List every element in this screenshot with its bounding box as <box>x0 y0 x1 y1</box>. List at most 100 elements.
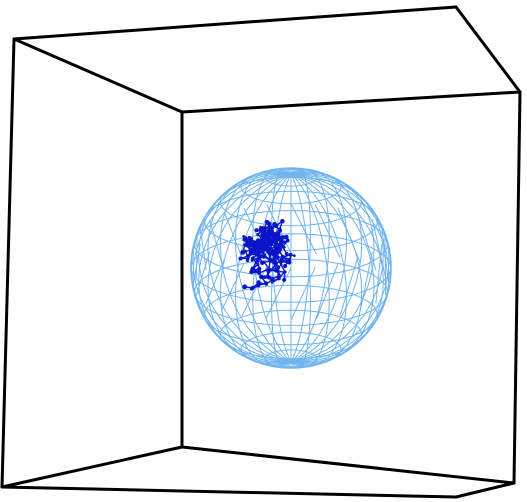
molecule-atom <box>259 250 263 254</box>
box-edge-front-bottom <box>0 485 458 499</box>
molecule-atom <box>247 236 252 240</box>
sphere-longitude-line <box>234 169 348 367</box>
molecule-atom <box>264 243 270 249</box>
molecule-atom <box>275 266 279 270</box>
sphere-longitude-line <box>192 173 390 363</box>
molecule-structure <box>238 218 296 291</box>
molecule-atom <box>278 247 283 252</box>
molecule-atom <box>277 255 280 259</box>
molecule-atom <box>255 238 261 244</box>
molecule-atom <box>261 251 265 255</box>
box-edge-front-top <box>12 5 458 41</box>
molecule-atom <box>254 228 259 233</box>
sphere-mesh-diagonal <box>339 258 358 316</box>
molecule-atom <box>245 253 251 259</box>
molecule-atom <box>268 246 272 251</box>
molecule-atom <box>262 230 266 234</box>
sphere-mesh-diagonal <box>209 219 223 264</box>
molecule-atom <box>279 263 283 267</box>
sphere-longitude-line <box>190 173 392 363</box>
wireframe-sphere <box>190 167 392 369</box>
molecule-atom <box>264 233 269 238</box>
box-edge-diag-top <box>12 37 184 114</box>
sphere-mesh-diagonal <box>290 266 316 321</box>
molecule-atom <box>283 234 289 240</box>
molecule-atom <box>250 268 253 272</box>
molecule-atom <box>269 229 274 233</box>
molecule-atom <box>280 235 285 240</box>
sphere-mesh-diagonal <box>241 266 268 317</box>
sphere-mesh-diagonal <box>315 263 339 320</box>
molecule-atom <box>282 245 286 249</box>
molecule-atom <box>243 236 248 241</box>
molecule-atom <box>250 237 254 240</box>
box-edge-front-left <box>0 37 16 489</box>
molecule-atom <box>256 233 260 236</box>
molecule-atom <box>266 250 270 255</box>
sphere-mesh-diagonal <box>371 219 387 279</box>
sphere-mesh-diagonal <box>221 263 245 311</box>
molecule-atom <box>282 271 286 274</box>
sphere-mesh-diagonal <box>384 235 387 296</box>
sphere-longitude-line <box>207 171 375 365</box>
molecule-atom <box>270 277 275 282</box>
molecule-atom <box>280 218 285 224</box>
molecule-atom <box>248 248 253 252</box>
molecule-atom <box>277 228 283 233</box>
molecule-atom <box>288 261 292 265</box>
molecule-atom <box>272 261 276 265</box>
molecule-atom <box>282 240 286 244</box>
box-edge-front-right <box>454 5 522 94</box>
sphere-mesh-diagonal <box>199 227 207 270</box>
molecule-atom <box>243 249 247 253</box>
molecule-atom <box>265 238 269 243</box>
molecule-atom <box>262 237 266 241</box>
sphere-longitude-line <box>252 168 330 368</box>
sphere-longitude-line <box>219 170 363 366</box>
molecule-atom <box>250 285 255 290</box>
box-edge-right-bottom <box>454 481 516 499</box>
molecule-atom <box>285 238 290 243</box>
molecule-atom <box>262 275 267 280</box>
molecule-atom <box>293 254 296 258</box>
molecule-atom <box>257 255 262 260</box>
molecule-atom <box>280 254 286 260</box>
molecule-atom <box>248 250 254 256</box>
molecule-atom <box>276 276 281 281</box>
molecule-atom <box>256 280 261 285</box>
molecule-atom <box>257 266 262 272</box>
molecule-atom <box>280 259 284 264</box>
sphere-mesh-diagonal <box>290 203 317 255</box>
molecule-atom <box>253 245 258 250</box>
sphere-mesh-diagonal <box>314 204 341 258</box>
molecule-atom <box>266 225 271 229</box>
molecule-atom <box>284 251 289 256</box>
molecule-atom <box>254 242 259 247</box>
molecule-atom <box>245 258 250 263</box>
molecule-atom <box>245 244 249 248</box>
molecule-atom <box>266 275 272 280</box>
molecule-atom <box>282 263 288 269</box>
molecule-atom <box>278 273 281 277</box>
molecule-atom <box>253 249 257 253</box>
molecule-atom <box>260 242 264 246</box>
molecule-atom <box>275 269 279 273</box>
molecule-atom <box>287 257 291 261</box>
molecule-atom <box>240 250 246 255</box>
sphere-mesh-diagonal <box>381 227 390 287</box>
sphere-mesh-diagonal <box>205 258 226 304</box>
molecule-atom <box>261 247 265 250</box>
molecule-atom <box>272 237 276 240</box>
molecule-atom <box>256 263 260 267</box>
sphere-mesh-diagonal <box>195 251 211 296</box>
sphere-longitude-line <box>270 167 311 369</box>
molecule-atom <box>270 241 274 244</box>
molecule-atom <box>279 239 284 244</box>
sphere-mesh-diagonal <box>195 235 198 279</box>
sphere-mesh-diagonal <box>337 207 361 264</box>
molecule-atom <box>242 284 248 290</box>
molecule-atom <box>264 282 268 286</box>
molecule-atom <box>268 269 271 272</box>
